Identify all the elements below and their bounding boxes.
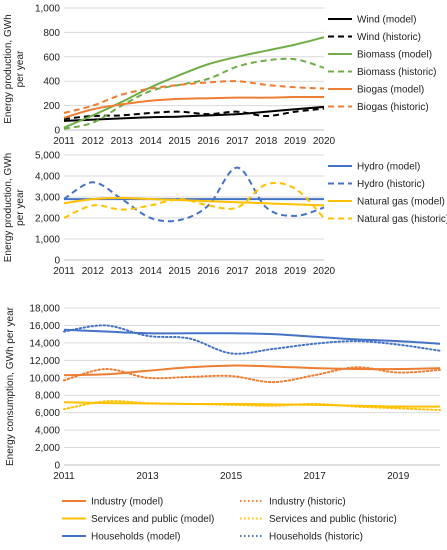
- legend-label-industry-model: Industry (model): [91, 497, 163, 508]
- legend-label-hydro-historic: Hydro (historic): [357, 179, 425, 190]
- legend-label-services-and-public-model: Services and public (model): [91, 514, 214, 525]
- x-tick-label: 2017: [226, 136, 249, 147]
- y-tick-label: 200: [43, 101, 60, 112]
- legend-label-biogas-historic: Biogas (historic): [357, 102, 429, 113]
- y-tick-label: 4,000: [35, 426, 60, 437]
- x-tick-label: 2011: [53, 266, 75, 277]
- y-tick-label: 8,000: [35, 391, 60, 402]
- legend-label-natural-gas-historic: Natural gas (historic): [357, 214, 447, 225]
- x-tick-label: 2015: [168, 136, 191, 147]
- series-line-households-historic: [63, 324, 441, 355]
- y-tick-label: 12,000: [29, 356, 60, 367]
- legend-label-biomass-model: Biomass (model): [357, 50, 432, 61]
- chart-panel-2: 0 1,000 2,000 3,000 4,000 5,000 2011 2012 2013 20…: [3, 151, 447, 278]
- y-tick-label: 600: [43, 52, 60, 63]
- series-line-services-and-public-historic: [63, 400, 441, 412]
- y-tick-label: 4,000: [35, 172, 60, 183]
- x-tick-label: 2015: [168, 266, 191, 277]
- legend-label-wind-historic: Wind (historic): [357, 32, 421, 43]
- x-tick-label: 2019: [387, 471, 410, 482]
- y-axis-title: Energy consumption, GWh per year: [5, 306, 16, 466]
- x-tick-label: 2019: [284, 136, 307, 147]
- series-line-natural-gas-model: [63, 197, 325, 207]
- series-line-industry-historic: [63, 366, 441, 384]
- legend-label-industry-historic: Industry (historic): [269, 497, 346, 508]
- y-tick-label: 14,000: [29, 338, 60, 349]
- x-tick-label: 2014: [140, 266, 163, 277]
- x-tick-label: 2018: [255, 136, 278, 147]
- y-tick-label: 0: [54, 126, 60, 137]
- x-tick-label: 2014: [140, 136, 163, 147]
- y-tick-label: 3,000: [35, 193, 60, 204]
- y-axis-title-line: per year: [15, 50, 26, 87]
- y-tick-label: 1,000: [35, 4, 60, 15]
- y-axis-title: Energy production, GWhper year: [3, 153, 26, 263]
- legend-label-households-model: Households (model): [91, 532, 181, 543]
- x-tick-label: 2013: [111, 266, 134, 277]
- legend: Wind (model) Wind (historic) Biomass (mode…: [328, 15, 436, 113]
- x-tick-label: 2015: [220, 471, 243, 482]
- legend-label-households-historic: Households (historic): [269, 532, 363, 543]
- series-line-biogas-historic: [63, 80, 325, 114]
- legend: Industry (model) Industry (historic) Servi…: [62, 497, 397, 543]
- y-tick-label: 1,000: [35, 235, 60, 246]
- x-tick-label: 2020: [313, 266, 336, 277]
- y-axis-title-line: Energy production, GWh: [3, 153, 14, 263]
- legend: Hydro (model) Hydro (historic) Natural gas…: [328, 162, 447, 225]
- y-tick-label: 5,000: [35, 151, 60, 162]
- chart-panel-3: 0 2,000 4,000 6,000 8,000 10,000 12,000 14,000 1…: [5, 304, 441, 543]
- series-line-households-model: [63, 328, 441, 345]
- legend-label-biomass-historic: Biomass (historic): [357, 67, 436, 78]
- x-tick-label: 2013: [136, 471, 159, 482]
- y-tick-label: 16,000: [29, 321, 60, 332]
- legend-label-hydro-model: Hydro (model): [357, 162, 420, 173]
- chart-panel-1: 0 200 400 600 800 1,000 2011 2012 2013 2014 2015 20…: [3, 4, 436, 148]
- legend-label-services-and-public-historic: Services and public (historic): [269, 514, 397, 525]
- x-tick-label: 2011: [53, 136, 75, 147]
- y-tick-label: 10,000: [29, 373, 60, 384]
- x-tick-label: 2018: [255, 266, 278, 277]
- y-tick-label: 0: [54, 256, 60, 267]
- x-tick-label: 2012: [82, 266, 105, 277]
- x-tick-label: 2019: [284, 266, 307, 277]
- series-line-biomass-model: [63, 36, 325, 129]
- series-line-biomass-historic: [63, 57, 325, 130]
- x-tick-label: 2020: [313, 136, 336, 147]
- x-tick-label: 2011: [53, 471, 75, 482]
- y-tick-label: 2,000: [35, 443, 60, 454]
- x-tick-label: 2016: [197, 136, 220, 147]
- x-tick-label: 2017: [304, 471, 327, 482]
- series-line-wind-model: [63, 105, 325, 122]
- series-line-biogas-model: [63, 96, 325, 119]
- y-tick-label: 2,000: [35, 214, 60, 225]
- y-axis-title-line: Energy production, GWh: [3, 14, 14, 124]
- y-axis-title-line: per year: [15, 188, 26, 225]
- y-tick-label: 800: [43, 28, 60, 39]
- legend-label-biogas-model: Biogas (model): [357, 85, 424, 96]
- series-line-natural-gas-historic: [63, 181, 325, 219]
- y-tick-label: 6,000: [35, 408, 60, 419]
- x-tick-label: 2016: [197, 266, 220, 277]
- y-tick-label: 0: [54, 461, 60, 472]
- y-tick-label: 400: [43, 77, 60, 88]
- x-tick-label: 2013: [111, 136, 134, 147]
- y-tick-label: 18,000: [29, 304, 60, 315]
- x-tick-label: 2017: [226, 266, 249, 277]
- legend-label-wind-model: Wind (model): [357, 15, 416, 26]
- legend-label-natural-gas-model: Natural gas (model): [357, 197, 445, 208]
- series-line-services-and-public-model: [63, 401, 441, 408]
- x-tick-label: 2012: [82, 136, 105, 147]
- y-axis-title: Energy production, GWhper year: [3, 14, 26, 124]
